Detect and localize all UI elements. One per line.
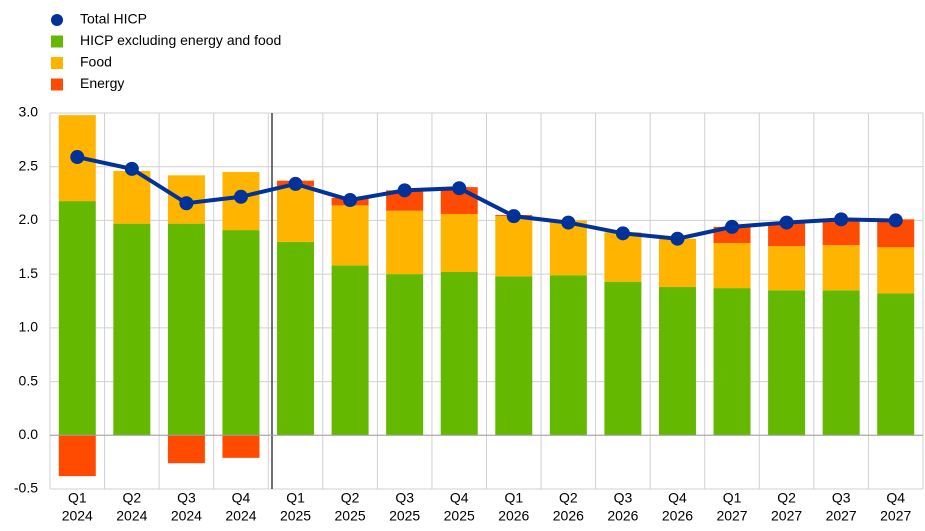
y-tick-label: 1.5 [19,265,39,281]
x-tick-label: 2025 [389,508,420,524]
bar-segment [549,275,587,436]
line-point [888,213,903,228]
x-tick-label: 2024 [116,508,147,524]
x-tick-label: 2025 [444,508,475,524]
y-tick-label: 2.5 [19,157,39,173]
line-point [179,196,194,211]
bar-segment [495,276,533,436]
x-tick-label: 2024 [62,508,93,524]
bar-segment [604,281,642,436]
line-point [670,231,685,246]
x-tick-label: Q1 [504,490,523,506]
line-point [288,176,303,191]
line-point [561,215,576,230]
legend-marker [51,35,63,48]
x-tick-label: Q2 [123,490,142,506]
x-tick-label: 2026 [553,508,584,524]
y-tick-label: -0.5 [14,480,38,496]
bar-segment [277,186,315,242]
x-tick-label: 2027 [880,508,911,524]
bar-segment [822,245,860,291]
bar-segment [877,247,915,294]
line-point [343,193,358,208]
line-point [779,215,794,230]
bar-segment [713,288,751,436]
line-point [615,226,630,241]
x-tick-label: Q1 [286,490,305,506]
x-tick-label: 2026 [662,508,693,524]
x-tick-label: Q1 [723,490,742,506]
x-tick-label: 2025 [335,508,366,524]
line-point [70,150,85,165]
bar-segment [440,213,478,272]
y-tick-label: 0.5 [19,372,39,388]
x-tick-label: 2024 [225,508,256,524]
bar-segment [495,216,533,277]
x-tick-label: Q2 [341,490,360,506]
bar-segment [113,171,151,224]
bar-segment [222,435,260,458]
legend-marker [51,78,63,91]
x-tick-label: Q4 [450,490,469,506]
line-point [452,181,467,196]
x-tick-label: Q3 [832,490,851,506]
x-tick-label: Q3 [395,490,414,506]
bar-segment [768,290,806,436]
x-tick-label: 2026 [607,508,638,524]
bar-segment [58,435,96,477]
bar-segment [713,242,751,289]
legend-label: HICP excluding energy and food [80,32,281,48]
x-tick-label: 2027 [771,508,802,524]
line-series [76,155,896,241]
bar-segment [58,201,96,436]
bar-segment [386,190,424,211]
x-tick-label: Q2 [777,490,796,506]
y-tick-label: 0.0 [19,426,39,442]
bar-segment [658,287,696,436]
x-tick-label: Q4 [886,490,905,506]
legend-label: Total HICP [80,11,147,27]
bar-segment [222,230,260,436]
bar-segment [822,290,860,436]
bar-segment [167,223,205,436]
legend-marker [51,57,63,69]
x-tick-label: 2027 [826,508,857,524]
x-tick-label: 2026 [498,508,529,524]
x-tick-label: Q3 [614,490,633,506]
x-tick-label: Q4 [232,490,251,506]
x-tick-label: Q1 [68,490,87,506]
x-tick-label: 2027 [716,508,747,524]
bar-segment [440,271,478,436]
bar-segment [877,293,915,436]
bar-segment [658,238,696,288]
bar-segment [277,241,315,436]
bar-segment [167,435,205,464]
line-point [233,189,248,204]
x-tick-label: Q4 [668,490,687,506]
bar-segment [768,222,806,247]
y-tick-label: 1.0 [19,319,39,335]
legend-marker [51,14,63,26]
bar-segment [113,223,151,436]
bar-segment [386,210,424,275]
line-point [834,212,849,227]
x-tick-label: 2024 [171,508,202,524]
bar-segment [386,274,424,436]
line-point [124,161,139,176]
x-tick-label: Q2 [559,490,578,506]
y-tick-label: 3.0 [19,104,39,120]
bar-segment [768,246,806,291]
line-point [397,183,412,198]
legend-label: Food [80,54,112,70]
line-point [725,219,740,234]
bar-segment [331,205,369,266]
y-tick-label: 2.0 [19,211,39,227]
x-tick-label: Q3 [177,490,196,506]
bar-segment [604,232,642,282]
legend-label: Energy [80,75,124,91]
x-tick-label: 2025 [280,508,311,524]
line-point [506,209,521,224]
bar-segment [331,265,369,436]
